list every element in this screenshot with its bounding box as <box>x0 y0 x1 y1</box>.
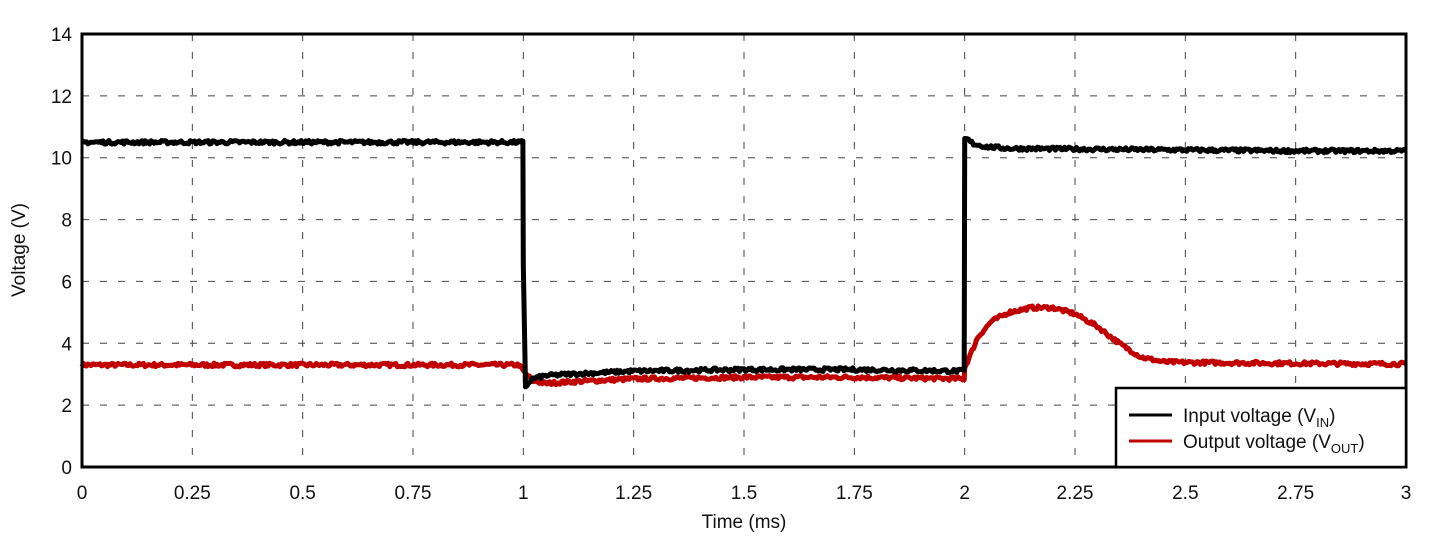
x-tick-label: 3 <box>1401 483 1412 504</box>
legend-box <box>1114 386 1408 469</box>
y-axis-ticks: 0 2 4 6 8 10 12 14 <box>51 25 73 479</box>
input-voltage-line <box>80 136 1408 390</box>
y-tick-label: 14 <box>51 25 73 46</box>
y-tick-label: 2 <box>61 396 72 417</box>
x-tick-label: 2 <box>959 483 970 504</box>
data-series <box>79 136 1408 390</box>
x-axis-label: Time (ms) <box>702 512 787 533</box>
x-tick-label: 1.25 <box>615 483 652 504</box>
x-tick-label: 0.75 <box>395 483 432 504</box>
y-tick-label: 6 <box>61 272 72 293</box>
plot-area-frame <box>80 32 1408 469</box>
x-tick-label: 2.25 <box>1057 483 1094 504</box>
y-tick-label: 4 <box>61 334 72 355</box>
x-tick-label: 0 <box>77 483 88 504</box>
x-tick-label: 1.5 <box>731 483 757 504</box>
x-axis-ticks: 0 0.25 0.5 0.75 1 1.25 1.5 1.75 2 2.25 2.5 2.75 3 <box>77 483 1412 504</box>
y-axis-label: Voltage (V) <box>9 203 30 297</box>
x-tick-label: 1 <box>518 483 529 504</box>
output-voltage-line <box>79 303 1408 388</box>
y-tick-label: 8 <box>61 211 72 232</box>
y-tick-label: 10 <box>51 149 72 170</box>
x-tick-label: 0.5 <box>289 483 315 504</box>
y-tick-label: 0 <box>61 458 72 479</box>
x-tick-label: 0.25 <box>174 483 211 504</box>
legend: Input voltage (VIN) Output voltage (VOUT… <box>1114 386 1408 469</box>
x-tick-label: 2.5 <box>1172 483 1198 504</box>
grid-lines <box>82 34 1406 467</box>
legend-label-output: Output voltage (VOUT) <box>1183 432 1365 456</box>
x-tick-label: 1.75 <box>836 483 873 504</box>
y-tick-label: 12 <box>51 87 72 108</box>
x-tick-label: 2.75 <box>1277 483 1314 504</box>
legend-label-input: Input voltage (VIN) <box>1183 406 1335 430</box>
